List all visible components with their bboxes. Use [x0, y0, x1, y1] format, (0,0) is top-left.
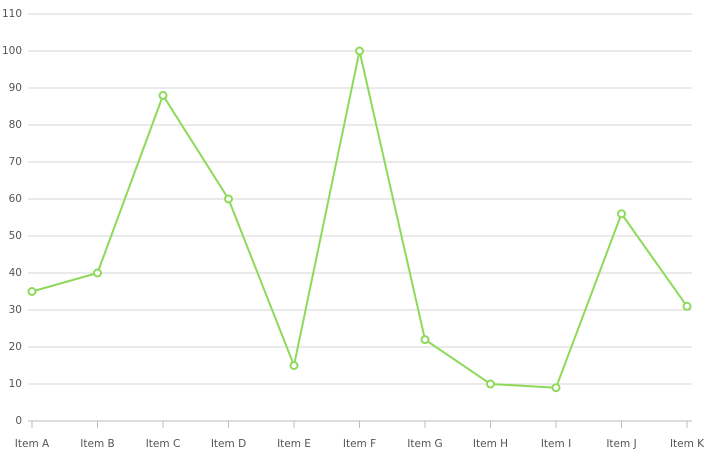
x-tick-label: Item F: [343, 438, 376, 450]
y-tick-label: 90: [9, 82, 22, 94]
x-tick-label: Item D: [211, 438, 246, 450]
y-tick-label: 40: [9, 267, 22, 279]
point: [289, 361, 299, 370]
point: [617, 209, 626, 219]
y-tick-label: 110: [2, 8, 22, 20]
point: [551, 383, 561, 393]
point: [224, 194, 233, 204]
point: [420, 335, 430, 345]
x-tick-label: Item I: [541, 438, 571, 450]
point: [682, 301, 692, 311]
y-tick-label: 10: [9, 378, 22, 390]
line: [31, 50, 688, 389]
y-tick-label: 80: [9, 119, 22, 131]
x-tick-label: Item H: [473, 438, 508, 450]
y-tick-label: 0: [15, 415, 22, 427]
y-tick-label: 20: [9, 341, 22, 353]
x-tick-label: Item A: [15, 438, 50, 450]
x-tick-label: Item J: [606, 438, 636, 450]
point: [355, 46, 364, 56]
y-tick-label: 100: [2, 45, 22, 57]
y-tick-label: 50: [9, 230, 22, 242]
x-tick-label: Item G: [407, 438, 442, 450]
y-tick-label: 70: [9, 156, 22, 168]
x-tick-label: Item C: [146, 438, 181, 450]
point: [158, 90, 168, 100]
x-tick-label: Item B: [80, 438, 114, 450]
y-tick-label: 60: [9, 193, 22, 205]
x-tick-label: Item K: [670, 438, 705, 450]
point: [486, 379, 495, 389]
x-tick-label: Item E: [277, 438, 311, 450]
y-tick-label: 30: [9, 304, 22, 316]
point: [93, 268, 102, 278]
point: [27, 287, 37, 296]
